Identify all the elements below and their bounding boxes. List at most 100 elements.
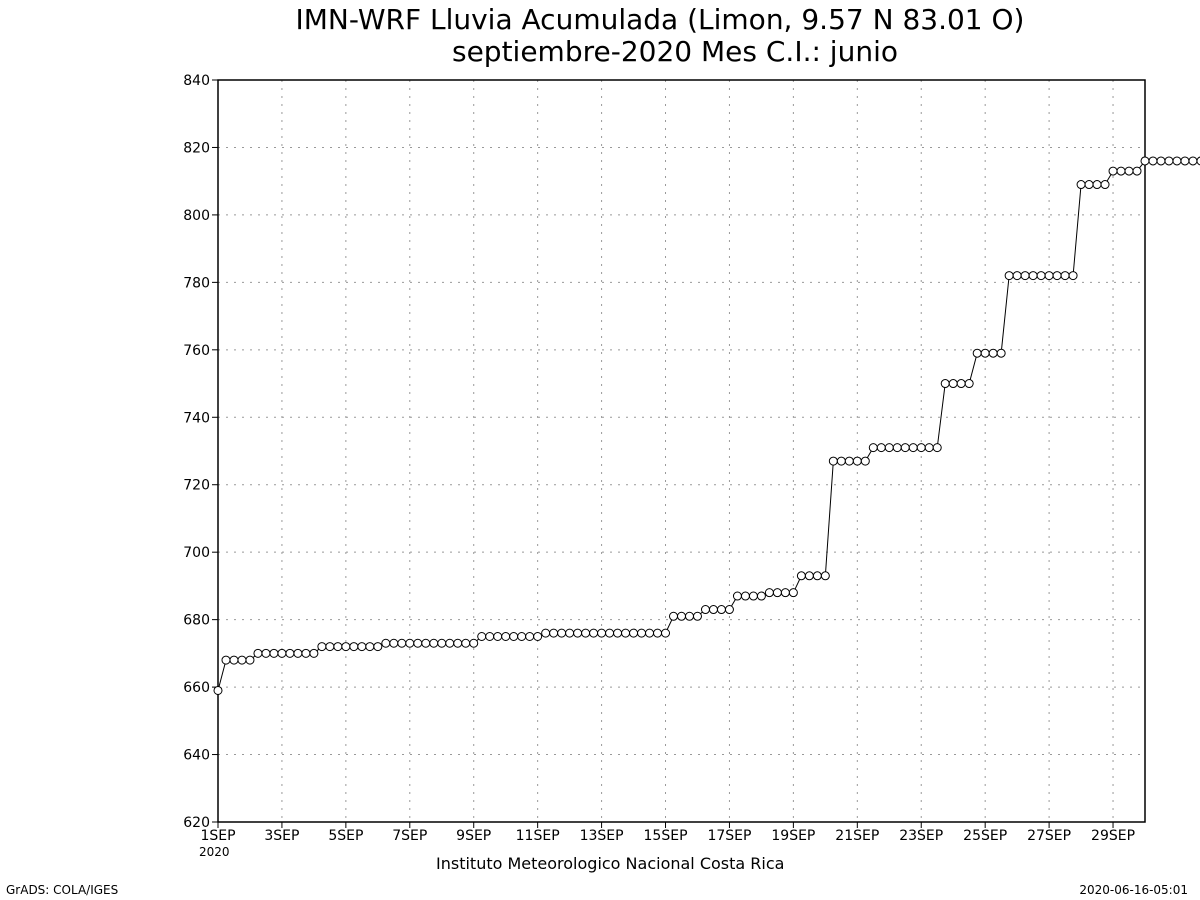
data-point xyxy=(349,642,359,652)
data-point xyxy=(1156,156,1166,166)
x-tick-label: 23SEP xyxy=(899,828,943,844)
data-point xyxy=(812,571,822,581)
series-markers xyxy=(213,156,1200,695)
data-point xyxy=(836,456,846,466)
data-point xyxy=(1148,156,1158,166)
plot-frame xyxy=(217,79,1146,823)
data-point xyxy=(692,611,702,621)
data-point xyxy=(1108,166,1118,176)
data-point xyxy=(900,443,910,453)
data-point xyxy=(445,638,455,648)
data-point xyxy=(700,605,710,615)
timestamp: 2020-06-16-05:01 xyxy=(1079,883,1188,897)
data-point xyxy=(605,628,615,638)
x-tick-label: 15SEP xyxy=(644,828,688,844)
y-tick-label: 640 xyxy=(183,748,210,764)
data-point xyxy=(653,628,663,638)
data-point xyxy=(669,611,679,621)
data-point xyxy=(325,642,335,652)
x-tick-label: 17SEP xyxy=(707,828,751,844)
data-point xyxy=(972,348,982,358)
data-point xyxy=(788,588,798,598)
data-point xyxy=(245,655,255,665)
data-point xyxy=(565,628,575,638)
y-tick-label: 760 xyxy=(183,343,210,359)
institution-label: Instituto Meteorologico Nacional Costa R… xyxy=(436,854,785,873)
data-point xyxy=(229,655,239,665)
y-tick-label: 800 xyxy=(183,208,210,224)
data-point xyxy=(1076,180,1086,190)
x-tick-label: 11SEP xyxy=(516,828,560,844)
data-point xyxy=(796,571,806,581)
data-point xyxy=(637,628,647,638)
data-point xyxy=(661,628,671,638)
data-point xyxy=(732,591,742,601)
data-point xyxy=(1068,271,1078,281)
x-tick-label: 25SEP xyxy=(963,828,1007,844)
x-axis: 1SEP 3SEP 5SEP 7SEP 9SEP 11SEP 13SEP 15SEP 17SEP… xyxy=(200,822,1135,844)
data-point xyxy=(1028,271,1038,281)
data-point xyxy=(868,443,878,453)
data-point xyxy=(892,443,902,453)
data-point xyxy=(293,648,303,658)
data-point xyxy=(940,379,950,389)
y-tick-label: 620 xyxy=(183,815,210,831)
data-point xyxy=(988,348,998,358)
data-point xyxy=(301,648,311,658)
y-tick-label: 780 xyxy=(183,275,210,291)
data-point xyxy=(1140,156,1150,166)
data-point xyxy=(1004,271,1014,281)
data-point xyxy=(317,642,327,652)
x-tick-label: 1SEP xyxy=(200,828,235,844)
x-tick-label: 19SEP xyxy=(771,828,815,844)
y-axis: 620 640 660 680 700 720 740 760 780 800 820 840 xyxy=(183,73,218,831)
data-point xyxy=(924,443,934,453)
data-point xyxy=(708,605,718,615)
data-point xyxy=(389,638,399,648)
data-point xyxy=(509,632,519,641)
data-point xyxy=(1116,166,1126,176)
data-point xyxy=(213,685,223,695)
data-point xyxy=(461,638,471,648)
data-point xyxy=(493,632,503,641)
x-tick-label: 21SEP xyxy=(835,828,879,844)
data-point xyxy=(1196,156,1200,166)
data-point xyxy=(1012,271,1022,281)
data-point xyxy=(964,379,974,389)
y-tick-label: 660 xyxy=(183,680,210,696)
y-tick-label: 680 xyxy=(183,613,210,629)
data-point xyxy=(1036,271,1046,281)
data-point xyxy=(1124,166,1134,176)
data-point xyxy=(828,456,838,466)
data-point xyxy=(533,632,543,641)
data-point xyxy=(1020,271,1030,281)
data-point xyxy=(221,655,231,665)
data-point xyxy=(1180,156,1190,166)
data-point xyxy=(884,443,894,453)
data-point xyxy=(740,591,750,601)
y-tick-label: 840 xyxy=(183,73,210,89)
data-point xyxy=(429,638,439,648)
data-point xyxy=(1172,156,1182,166)
data-point xyxy=(677,611,686,621)
data-point xyxy=(597,628,607,638)
data-point xyxy=(309,648,319,658)
data-point xyxy=(469,638,479,648)
data-point xyxy=(421,638,431,648)
data-point xyxy=(381,638,391,648)
data-point xyxy=(1100,180,1110,190)
data-point xyxy=(948,379,958,389)
data-point xyxy=(517,632,527,641)
data-point xyxy=(860,456,870,466)
data-point xyxy=(764,588,774,598)
data-point xyxy=(373,642,383,652)
data-point xyxy=(876,443,886,453)
data-point xyxy=(645,628,655,638)
y-tick-label: 720 xyxy=(183,478,210,494)
data-point xyxy=(581,628,591,638)
data-point xyxy=(772,588,782,598)
data-point xyxy=(621,628,631,638)
data-point xyxy=(932,443,942,453)
x-tick-label: 7SEP xyxy=(392,828,427,844)
